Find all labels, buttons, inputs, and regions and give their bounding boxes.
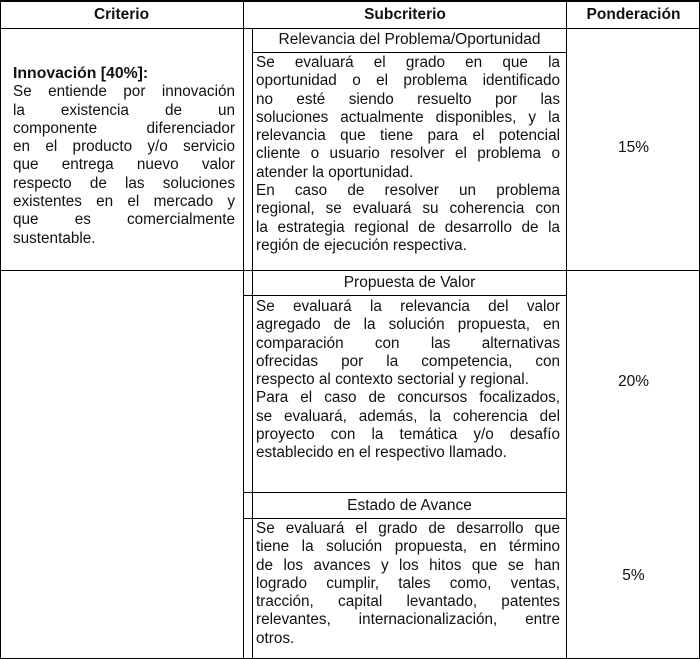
criterio-cell: Innovación [40%]: Se entiende por innova…: [13, 65, 235, 248]
subcriterio-description: Se evaluará el grado en que la oportunida…: [256, 54, 560, 255]
text-line: establecido en el respectivo llamado.: [256, 444, 507, 462]
table-border-left: [0, 0, 1, 659]
text-line: se evaluará, además, la coherencia del: [256, 407, 560, 425]
text-line: Se evaluará el grado en que la: [256, 54, 560, 71]
text-line: otros.: [256, 629, 295, 647]
text-line: la existencia de un: [13, 101, 235, 119]
text-line: agregado de la solución propuesta, en: [256, 316, 560, 334]
text-line: la estrategia regional de desarrollo de …: [256, 218, 560, 236]
header-ponderacion: Ponderación: [586, 6, 681, 23]
subheader-divider: [243, 295, 566, 296]
subheader-divider: [252, 52, 566, 53]
text-line: cliente o usuario resolver el problema o: [256, 145, 560, 163]
subcriterio-description: Se evaluará la relevancia del valor agreg…: [256, 298, 560, 463]
text-line: no esté siendo resuelto por las: [256, 90, 560, 108]
text-line: logrado cumplir, tales como, ventas,: [256, 574, 560, 592]
text-line: En caso de resolver un problema: [256, 182, 560, 200]
text-line: que es comercialmente: [13, 211, 235, 229]
column-divider: [243, 0, 244, 659]
text-line: ofrecidas por la competencia, con: [256, 352, 560, 370]
text-line: en el producto y/o servicio: [13, 138, 235, 156]
text-line: Para el caso de concursos focalizados,: [256, 389, 560, 407]
text-line: que entrega nuevo valor: [13, 156, 235, 174]
text-line: relevantes, internacionalización, entre: [256, 611, 560, 629]
text-line: respecto al contexto sectorial y regiona…: [256, 371, 529, 389]
subcriterio-title: Relevancia del Problema/Oportunidad: [278, 31, 541, 48]
row-divider: [0, 270, 700, 271]
criterio-title: Innovación [40%]:: [13, 65, 149, 82]
text-line: componente diferenciador: [13, 119, 235, 137]
subheader-divider: [243, 518, 566, 519]
text-line: de los avances y los hitos que se han: [256, 556, 560, 574]
criterio-description: Se entiende por innovación la existencia …: [13, 83, 235, 248]
text-line: oportunidad o el problema identificado: [256, 72, 560, 90]
text-line: tiene la solución propuesta, en término: [256, 538, 560, 556]
subcriterio-description: Se evaluará el grado de desarrollo que ti…: [256, 520, 560, 648]
text-line: Se evaluará la relevancia del valor: [256, 298, 560, 315]
header-subcriterio: Subcriterio: [364, 6, 446, 23]
inner-table-border: [252, 28, 253, 659]
text-line: proyecto con la temática y/o desafío: [256, 426, 560, 444]
text-line: sustentable.: [13, 229, 96, 247]
text-line: Se entiende por innovación: [13, 83, 235, 101]
subheader-divider: [243, 492, 566, 493]
ponderacion-value: 5%: [622, 567, 645, 584]
text-line: atender la oportunidad.: [256, 163, 414, 181]
table-border-top: [0, 0, 700, 2]
text-line: soluciones actualmente disponibles, y la: [256, 108, 560, 126]
text-line: existentes en el mercado y: [13, 193, 235, 211]
text-line: comparación con las alternativas: [256, 334, 560, 352]
header-divider: [0, 28, 700, 29]
ponderacion-value: 20%: [617, 373, 650, 390]
ponderacion-value: 15%: [617, 139, 650, 156]
text-line: tracción, capital levantado, patentes: [256, 593, 560, 611]
text-line: Se evaluará el grado de desarrollo que: [256, 520, 560, 537]
text-line: relevancia que tiene para el potencial: [256, 127, 560, 145]
subcriterio-title: Estado de Avance: [347, 497, 472, 514]
text-line: región de ejecución respectiva.: [256, 236, 467, 254]
subcriterio-title: Propuesta de Valor: [343, 274, 476, 291]
text-line: regional, se evaluará su coherencia con: [256, 200, 560, 218]
text-line: respecto de las soluciones: [13, 174, 235, 192]
header-criterio: Criterio: [93, 6, 150, 23]
column-divider: [566, 0, 567, 659]
